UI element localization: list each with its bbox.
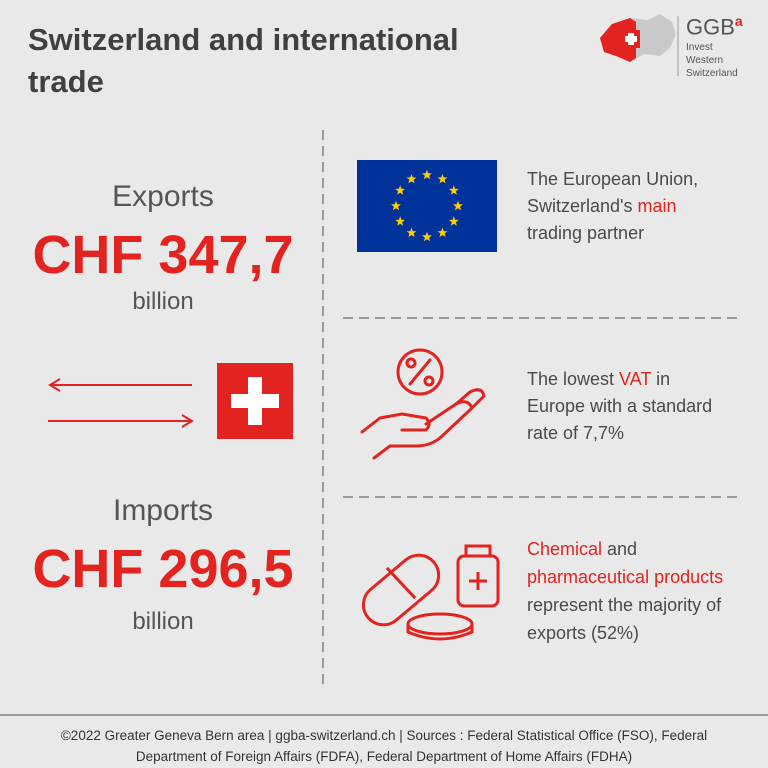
- arrow-head: [181, 414, 194, 428]
- star: [406, 227, 417, 238]
- swiss-cross: [231, 394, 279, 408]
- fact-text: represent the majority of: [527, 595, 722, 615]
- fact-line: represent the majority of: [527, 596, 721, 614]
- logo-text: GGB: [686, 14, 735, 40]
- pills-icon: [361, 544, 500, 641]
- imports-unit: billion: [132, 608, 194, 635]
- fact-line: exports (52%): [527, 624, 639, 642]
- star: [422, 169, 432, 180]
- fact-line: trading partner: [527, 224, 644, 242]
- title: trade: [28, 64, 104, 99]
- star: [391, 200, 401, 211]
- logo-name: GGBa: [686, 13, 743, 40]
- star: [453, 200, 463, 211]
- fact-text: exports (52%): [527, 623, 640, 643]
- eu-stars: [391, 169, 463, 242]
- footer: Department of Foreign Affairs (FDFA), Fe…: [135, 749, 633, 764]
- logo-map-red: [600, 18, 636, 62]
- star: [395, 185, 406, 195]
- fact-line: Switzerland's main: [527, 197, 677, 215]
- star: [395, 216, 406, 226]
- star: [422, 231, 432, 242]
- fact-text: trading partner: [527, 223, 645, 243]
- fact-line: pharmaceutical products: [527, 568, 723, 586]
- star: [437, 174, 448, 184]
- fact-line: Europe with a standard: [527, 397, 712, 415]
- fact-line: The lowest VAT in: [527, 370, 670, 388]
- logo-cross: [625, 36, 637, 42]
- arrow-head: [48, 378, 61, 392]
- logo-tagline: Western: [686, 55, 724, 66]
- fact-line: Chemical and: [527, 540, 637, 558]
- title: Switzerland and international: [28, 22, 459, 57]
- exports-amount: CHF 347,7: [32, 225, 294, 285]
- highlight-text: Chemical: [527, 539, 603, 559]
- star: [448, 185, 459, 195]
- star: [448, 216, 459, 226]
- imports-amount: CHF 296,5: [32, 539, 294, 599]
- exports-unit: billion: [132, 288, 194, 315]
- fact-line: rate of 7,7%: [527, 424, 624, 442]
- fact-text: and: [602, 539, 638, 559]
- fact-text: The European Union,: [527, 169, 699, 189]
- exports-label: Exports: [112, 180, 214, 213]
- highlight-text: pharmaceutical products: [527, 567, 724, 587]
- highlight-text: main: [637, 196, 677, 216]
- star: [437, 227, 448, 238]
- fact-text: Switzerland's: [527, 196, 638, 216]
- fact-text: The lowest: [527, 369, 620, 389]
- fact-text: in: [651, 369, 671, 389]
- highlight-text: VAT: [619, 369, 652, 389]
- logo-sup: a: [734, 13, 743, 29]
- fact-text: rate of 7,7%: [527, 423, 625, 443]
- footer: ©2022 Greater Geneva Bern area | ggba-sw…: [60, 728, 708, 743]
- logo-tagline: Invest: [686, 42, 713, 53]
- imports-label: Imports: [112, 494, 214, 527]
- vat-icon: [360, 348, 486, 460]
- star: [406, 174, 417, 184]
- fact-text: Europe with a standard: [527, 396, 713, 416]
- fact-line: The European Union,: [527, 170, 698, 188]
- logo-tagline: Switzerland: [686, 68, 738, 79]
